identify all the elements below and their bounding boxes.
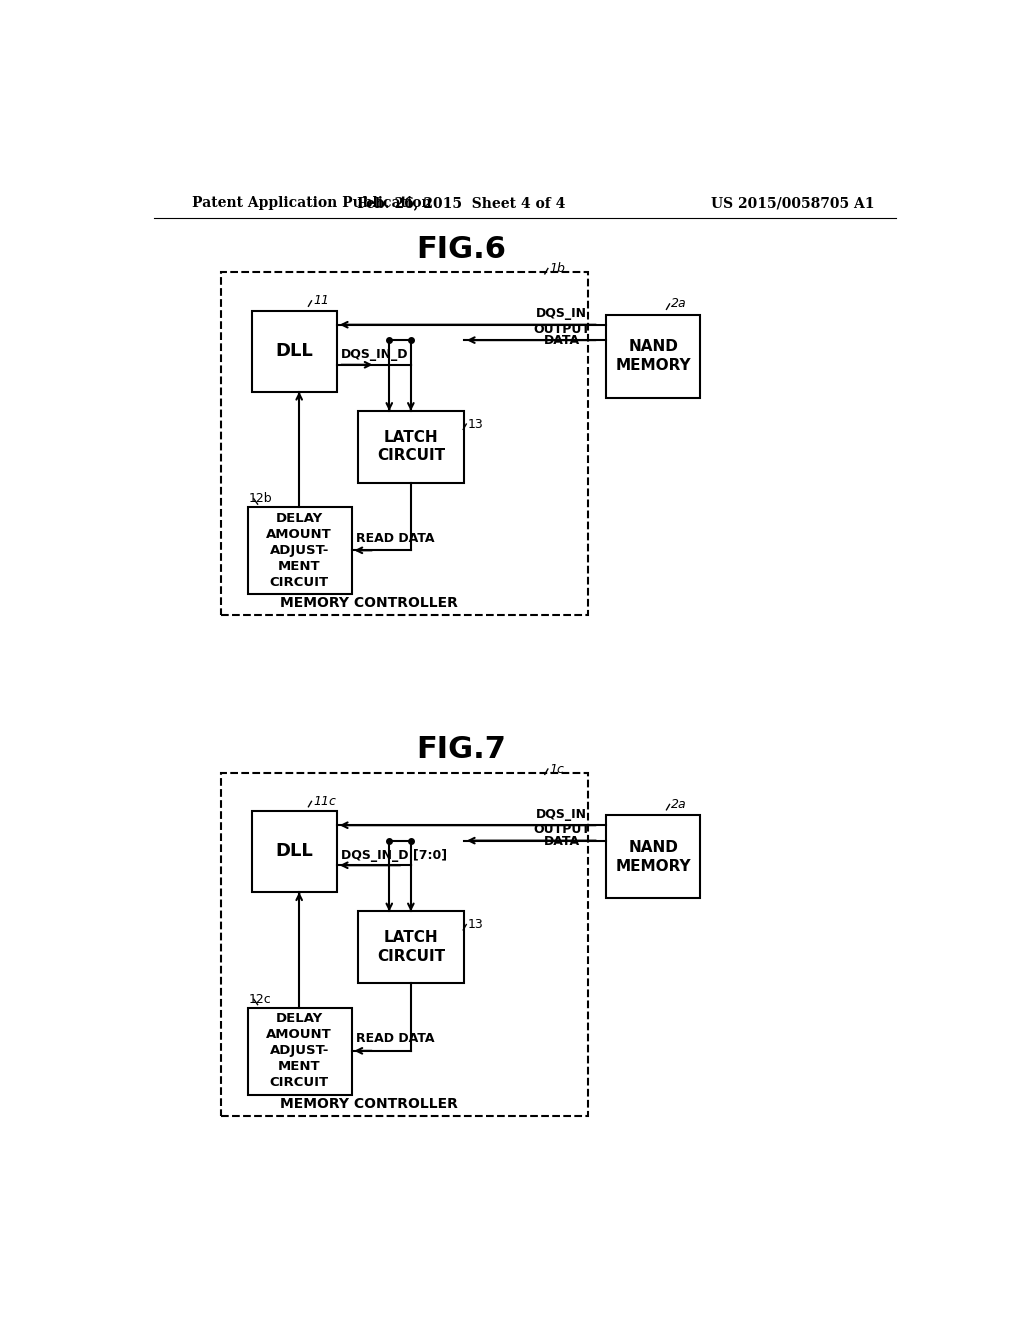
Text: DELAY
AMOUNT
ADJUST-
MENT
CIRCUIT: DELAY AMOUNT ADJUST- MENT CIRCUIT — [266, 512, 332, 589]
Text: DQS_IN_D: DQS_IN_D — [341, 348, 409, 362]
Bar — [252, 812, 337, 892]
Text: 13: 13 — [468, 917, 483, 931]
Bar — [606, 314, 700, 397]
Text: DQS_IN_D [7:0]: DQS_IN_D [7:0] — [341, 849, 446, 862]
Text: DELAY
AMOUNT
ADJUST-
MENT
CIRCUIT: DELAY AMOUNT ADJUST- MENT CIRCUIT — [266, 1012, 332, 1089]
Bar — [221, 774, 588, 1115]
Text: LATCH
CIRCUIT: LATCH CIRCUIT — [377, 931, 444, 964]
Text: 12b: 12b — [249, 492, 272, 506]
Text: 1c: 1c — [550, 763, 564, 776]
Text: OUTPUT: OUTPUT — [534, 824, 590, 837]
Text: DLL: DLL — [275, 842, 313, 861]
Bar — [357, 411, 464, 483]
Text: US 2015/0058705 A1: US 2015/0058705 A1 — [711, 197, 874, 210]
Bar — [248, 1007, 351, 1094]
Text: 11c: 11c — [313, 795, 336, 808]
Text: FIG.7: FIG.7 — [417, 735, 507, 764]
Text: READ DATA: READ DATA — [356, 1032, 435, 1045]
Text: NAND
MEMORY: NAND MEMORY — [615, 840, 691, 874]
Text: DATA: DATA — [544, 334, 580, 347]
Bar — [252, 312, 337, 392]
Text: READ DATA: READ DATA — [356, 532, 435, 545]
Bar — [357, 911, 464, 983]
Text: DQS_IN: DQS_IN — [537, 808, 587, 821]
Text: MEMORY CONTROLLER: MEMORY CONTROLLER — [281, 1097, 458, 1111]
Text: OUTPUT: OUTPUT — [534, 323, 590, 335]
Bar — [221, 272, 588, 615]
Text: 11: 11 — [313, 294, 329, 308]
Text: DATA: DATA — [544, 834, 580, 847]
Text: 2a: 2a — [671, 797, 687, 810]
Text: Feb. 26, 2015  Sheet 4 of 4: Feb. 26, 2015 Sheet 4 of 4 — [357, 197, 566, 210]
Text: 1b: 1b — [550, 261, 565, 275]
Text: FIG.6: FIG.6 — [417, 235, 507, 264]
Text: NAND
MEMORY: NAND MEMORY — [615, 339, 691, 374]
Text: DQS_IN: DQS_IN — [537, 308, 587, 321]
Text: MEMORY CONTROLLER: MEMORY CONTROLLER — [281, 597, 458, 610]
Bar — [248, 507, 351, 594]
Text: 12c: 12c — [249, 993, 271, 1006]
Text: DLL: DLL — [275, 342, 313, 360]
Text: Patent Application Publication: Patent Application Publication — [193, 197, 432, 210]
Bar — [606, 816, 700, 899]
Text: 13: 13 — [468, 417, 483, 430]
Text: LATCH
CIRCUIT: LATCH CIRCUIT — [377, 429, 444, 463]
Text: 2a: 2a — [671, 297, 687, 310]
